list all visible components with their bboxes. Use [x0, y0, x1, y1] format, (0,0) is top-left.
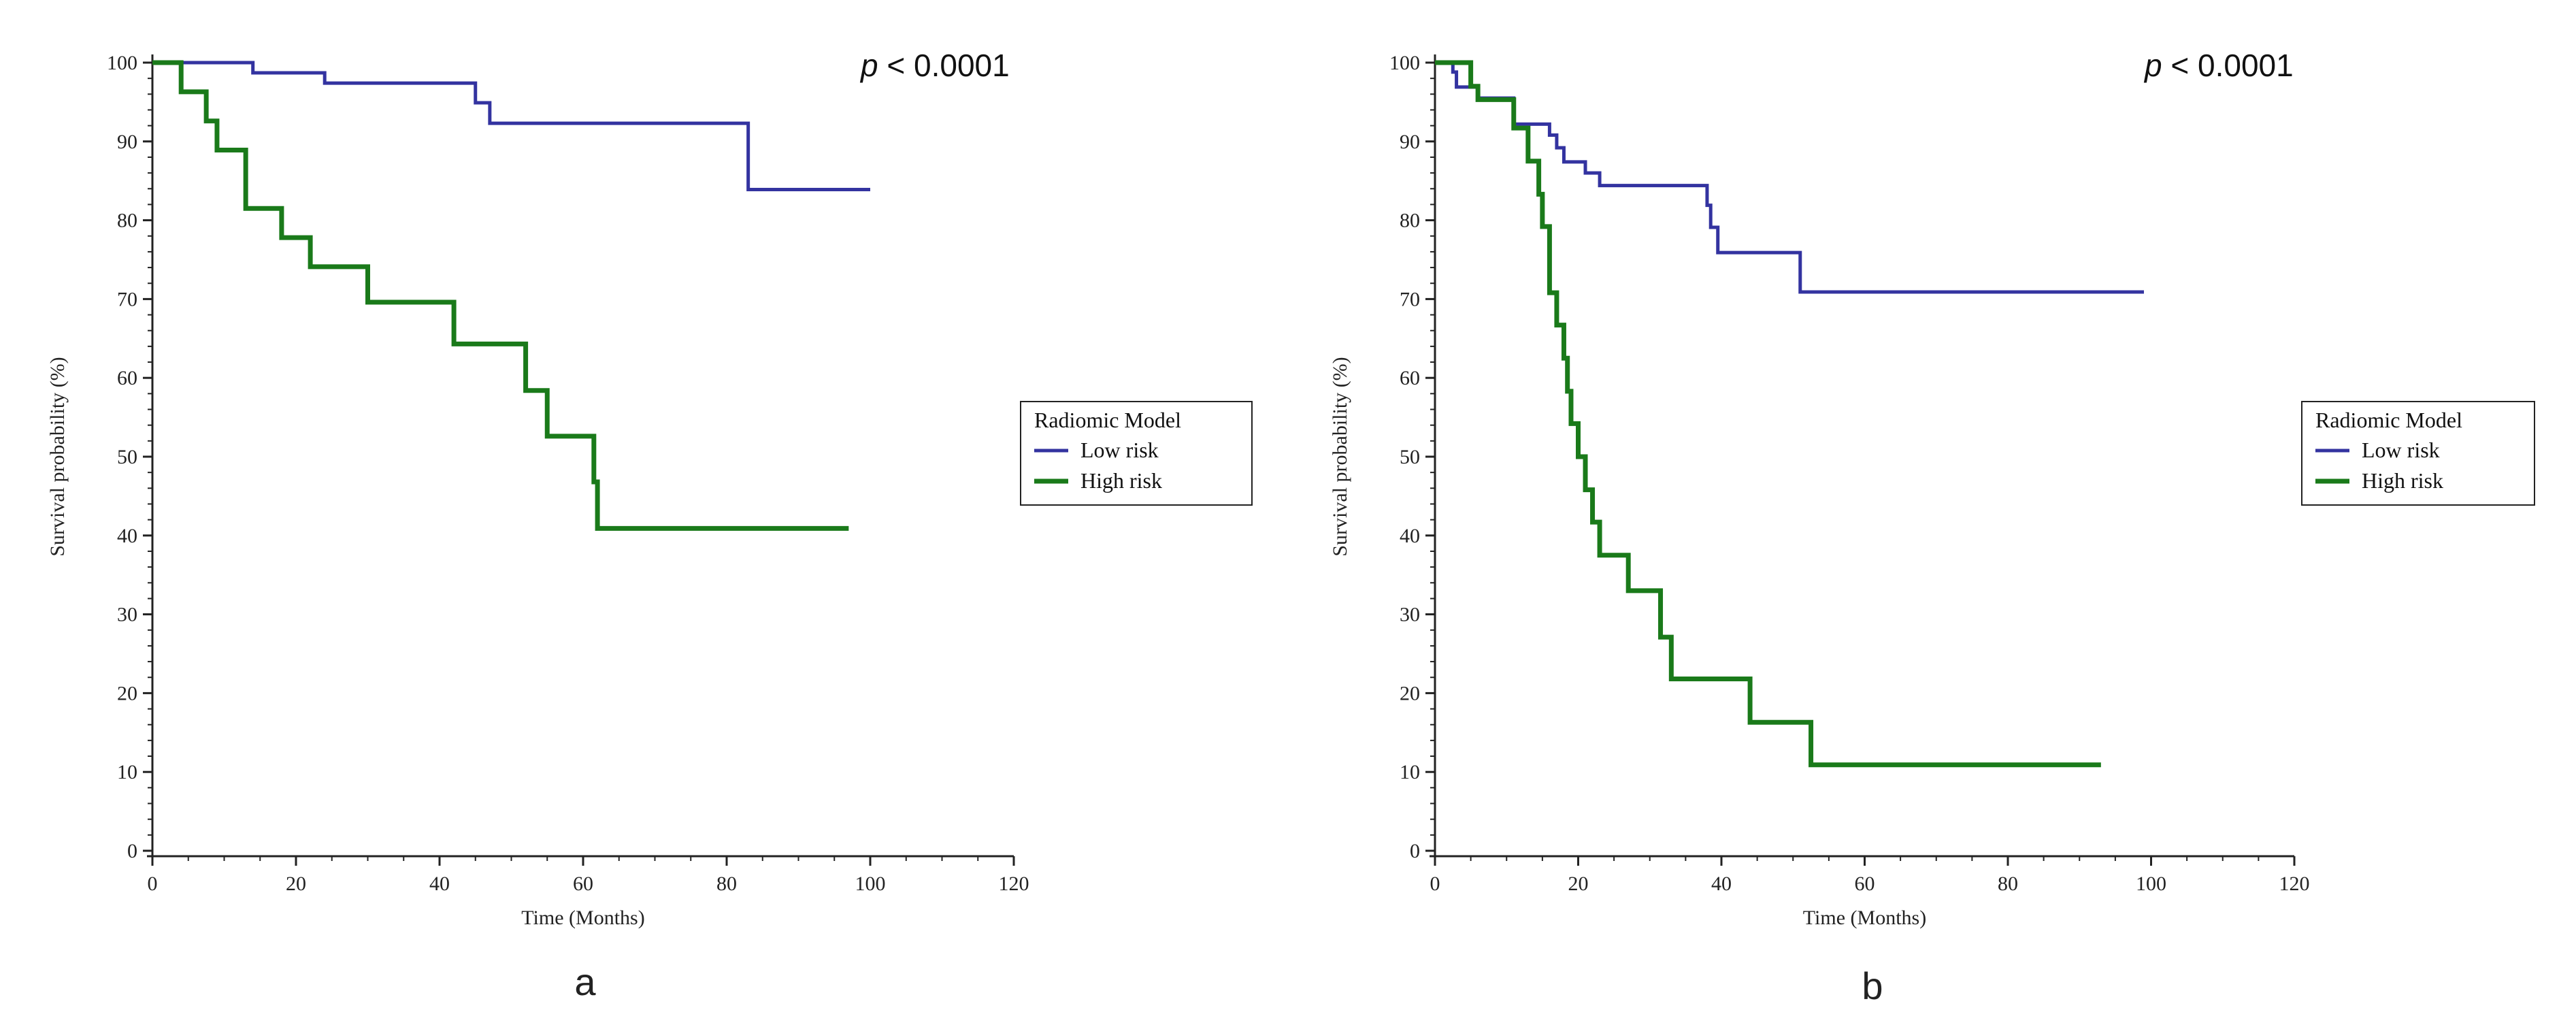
- x-tick-label: 60: [1855, 873, 1875, 895]
- y-tick-label: 10: [117, 761, 137, 783]
- p-value-annotation: p < 0.0001: [2143, 48, 2294, 83]
- y-tick-label: 100: [107, 52, 137, 74]
- y-tick-label: 20: [1400, 682, 1420, 704]
- legend-box: [2301, 401, 2535, 506]
- y-tick-label: 60: [117, 367, 137, 389]
- series-line-low-risk: [152, 61, 870, 191]
- y-tick-label: 80: [1400, 210, 1420, 232]
- x-tick-label: 120: [999, 873, 1029, 895]
- panel-label: b: [1862, 964, 1883, 1007]
- y-tick-label: 0: [127, 840, 137, 862]
- x-tick-label: 20: [1568, 873, 1589, 895]
- y-tick-label: 10: [1400, 761, 1420, 783]
- y-tick-label: 30: [1400, 604, 1420, 626]
- panel-label: a: [574, 960, 596, 1003]
- x-tick-label: 40: [429, 873, 450, 895]
- y-axis-title: Survival probability (%): [46, 357, 69, 556]
- x-tick-label: 60: [573, 873, 593, 895]
- legend-box: [1020, 401, 1253, 506]
- x-tick-label: 20: [286, 873, 306, 895]
- y-tick-label: 30: [117, 604, 137, 626]
- y-tick-label: 90: [117, 131, 137, 153]
- legend: Radiomic Model Low risk High risk: [2301, 401, 2535, 506]
- legend-entry: Low risk: [1080, 438, 1159, 462]
- legend-entry: High risk: [2362, 468, 2443, 493]
- y-tick-label: 80: [117, 210, 137, 232]
- x-tick-label: 120: [2279, 873, 2310, 895]
- x-tick-label: 40: [1711, 873, 1732, 895]
- legend-entry: High risk: [1080, 468, 1162, 493]
- x-axis-title: Time (Months): [521, 907, 644, 929]
- legend-title: Radiomic Model: [2315, 408, 2462, 432]
- y-tick-label: 0: [1410, 840, 1420, 862]
- y-tick-label: 70: [1400, 288, 1420, 310]
- y-tick-label: 50: [1400, 446, 1420, 468]
- x-tick-label: 80: [716, 873, 737, 895]
- x-tick-label: 0: [148, 873, 158, 895]
- legend: Radiomic Model Low risk High risk: [1020, 401, 1253, 506]
- x-tick-label: 100: [2136, 873, 2166, 895]
- p-value-annotation: p < 0.0001: [859, 48, 1010, 83]
- y-tick-label: 50: [117, 446, 137, 468]
- y-axis-title: Survival probability (%): [1329, 357, 1351, 556]
- y-tick-label: 70: [117, 288, 137, 310]
- km-plot-a: 0 10 20 30 40 50 60 70 80 90 100 0 20 40 60 80 100 120 Tim…: [46, 48, 1253, 1003]
- x-tick-label: 0: [1430, 873, 1440, 895]
- y-tick-label: 60: [1400, 367, 1420, 389]
- y-tick-label: 40: [1400, 525, 1420, 547]
- x-tick-label: 80: [1998, 873, 2018, 895]
- y-tick-label: 40: [117, 525, 137, 547]
- km-plot-b: 0 10 20 30 40 50 60 70 80 90 100 0 20 40 60 80 100 120 Tim…: [1329, 48, 2535, 1007]
- series-line-high-risk: [1435, 60, 2101, 768]
- legend-entry: Low risk: [2362, 438, 2440, 462]
- x-tick-label: 100: [855, 873, 886, 895]
- y-tick-label: 90: [1400, 131, 1420, 153]
- series-line-high-risk: [152, 60, 849, 531]
- legend-title: Radiomic Model: [1034, 408, 1181, 432]
- x-axis-title: Time (Months): [1803, 907, 1926, 929]
- y-tick-label: 20: [117, 682, 137, 704]
- y-tick-label: 100: [1389, 52, 1420, 74]
